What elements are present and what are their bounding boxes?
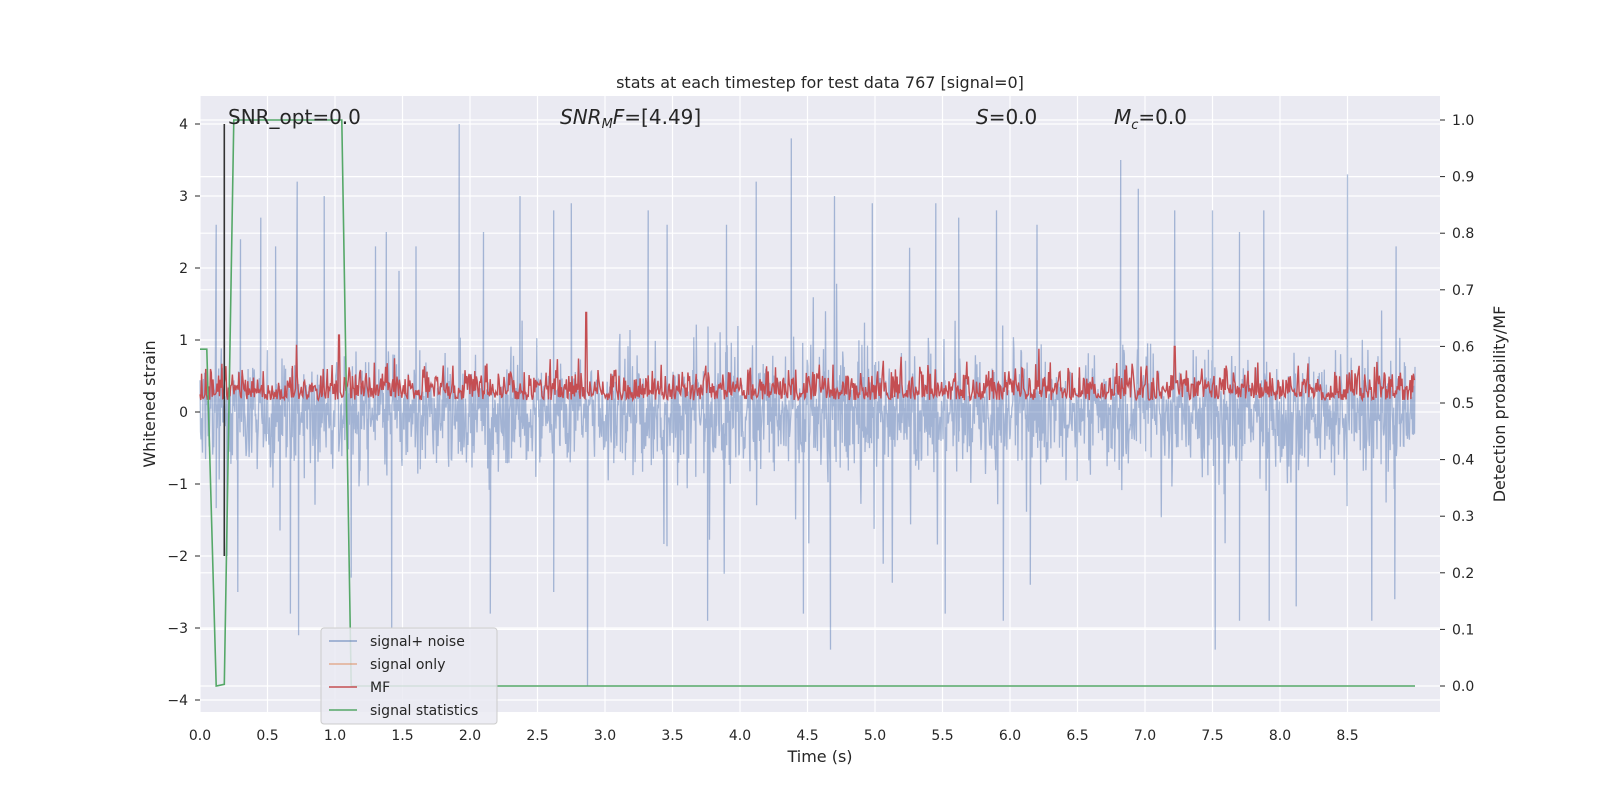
y-right-tick-label-6: 0.4 (1452, 453, 1474, 469)
y-right-tick-label-7: 0.3 (1452, 509, 1474, 525)
y-right-tick-label-1: 0.9 (1452, 170, 1474, 186)
x-tick-label-5: 2.5 (526, 728, 548, 744)
chart-title: stats at each timestep for test data 767… (616, 73, 1024, 92)
snr-mf-tail: F (613, 105, 625, 129)
snr-mf-symbol: SNR (560, 105, 602, 129)
signal-noise-line (199, 123, 1416, 686)
signal-noise-series (199, 123, 1416, 686)
mf-line (199, 311, 1416, 403)
x-tick-label-9: 4.5 (796, 728, 818, 744)
y-right-axis-label: Detection probability/MF (1490, 306, 1509, 503)
mc-value: =0.0 (1138, 105, 1187, 129)
y-left-tick-label-4: 0 (179, 405, 188, 421)
legend-box (320, 627, 498, 725)
y-left-tick-labels: 4 3 2 1 0 −1 −2 −3 −4 (167, 117, 200, 709)
y-left-axis-label: Whitened strain (140, 340, 159, 467)
x-tick-label-1: 0.5 (256, 728, 278, 744)
y-right-tick-labels: 1.0 0.9 0.8 0.7 0.6 0.5 0.4 0.3 0.2 0.1 0.0 (1440, 113, 1474, 695)
s-symbol: S (976, 105, 989, 129)
x-tick-label-2: 1.0 (324, 728, 346, 744)
y-left-tick-label-6: −2 (167, 549, 188, 565)
signal-statistics-series (200, 119, 1415, 687)
snr-mf-subscript: M (602, 117, 613, 132)
grid-x (199, 96, 1349, 712)
s-value: =0.0 (989, 105, 1038, 129)
y-left-tick-label-8: −4 (167, 693, 188, 709)
y-left-tick-label-7: −3 (167, 621, 188, 637)
mf-series (199, 311, 1416, 403)
x-tick-label-16: 8.0 (1269, 728, 1291, 744)
legend-label-signal-only: signal only (370, 657, 445, 673)
legend: signal+ noise signal only MF signal stat… (320, 627, 498, 725)
signal-statistics-line (200, 119, 1415, 687)
y-right-tick-label-2: 0.8 (1452, 226, 1474, 242)
plot-area (200, 96, 1440, 712)
legend-label-mf: MF (370, 680, 390, 696)
x-tick-label-11: 5.5 (931, 728, 953, 744)
x-tick-label-14: 7.0 (1134, 728, 1156, 744)
y-right-tick-label-8: 0.2 (1452, 566, 1474, 582)
x-tick-label-6: 3.0 (594, 728, 616, 744)
y-left-tick-label-1: 3 (179, 189, 188, 205)
x-tick-label-13: 6.5 (1066, 728, 1088, 744)
x-axis-label: Time (s) (786, 747, 852, 766)
y-right-tick-label-4: 0.6 (1452, 339, 1474, 355)
annotation-snr-opt: SNR_opt=0.0 (228, 105, 361, 129)
y-right-tick-label-3: 0.7 (1452, 283, 1474, 299)
y-right-tick-label-5: 0.5 (1452, 396, 1474, 412)
y-left-tick-label-3: 1 (179, 333, 188, 349)
x-tick-label-4: 2.0 (459, 728, 481, 744)
legend-label-signal-statistics: signal statistics (370, 703, 478, 719)
mc-subscript: c (1131, 118, 1138, 133)
x-tick-label-17: 8.5 (1336, 728, 1358, 744)
y-right-tick-label-0: 1.0 (1452, 113, 1474, 129)
y-right-tick-label-10: 0.0 (1452, 679, 1474, 695)
y-left-tick-label-2: 2 (179, 261, 188, 277)
y-left-tick-label-0: 4 (179, 117, 188, 133)
legend-label-signal-noise: signal+ noise (370, 634, 465, 650)
x-tick-label-12: 6.0 (999, 728, 1021, 744)
snr-mf-value: =[4.49] (624, 105, 701, 129)
annotation-snr-mf: SNRMF=[4.49] (560, 105, 701, 132)
x-tick-label-3: 1.5 (391, 728, 413, 744)
x-tick-label-15: 7.5 (1201, 728, 1223, 744)
y-left-tick-label-5: −1 (167, 477, 188, 493)
x-tick-labels: 0.0 0.5 1.0 1.5 2.0 2.5 3.0 3.5 4.0 4.5 5.0 5.5 6.0 6… (189, 728, 1359, 744)
x-tick-label-10: 5.0 (864, 728, 886, 744)
x-tick-label-8: 4.0 (729, 728, 751, 744)
y-right-tick-label-9: 0.1 (1452, 622, 1474, 638)
x-tick-label-0: 0.0 (189, 728, 211, 744)
x-tick-label-7: 3.5 (661, 728, 683, 744)
annotation-s: S=0.0 (976, 105, 1037, 129)
annotation-mc: Mc=0.0 (1114, 105, 1187, 133)
mc-symbol: M (1114, 105, 1131, 129)
